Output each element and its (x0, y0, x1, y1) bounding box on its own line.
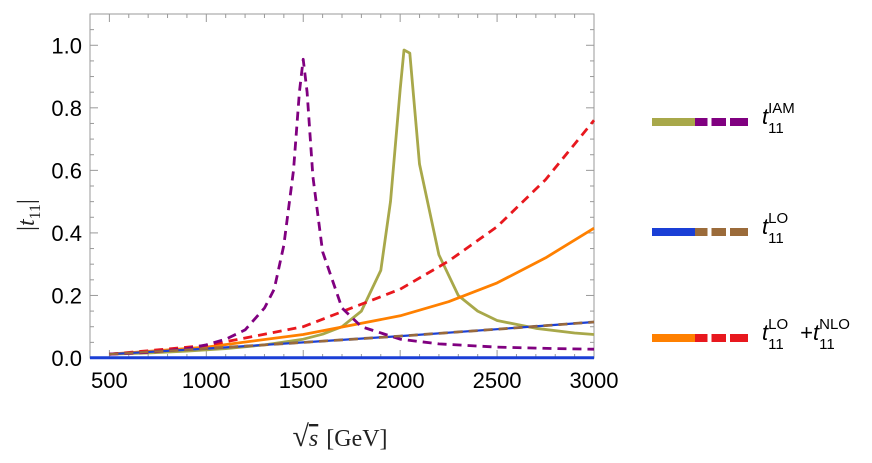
x-tick-label: 2500 (473, 368, 522, 393)
x-tick-label: 2000 (376, 368, 425, 393)
legend-label-lo: t LO 11 (762, 210, 789, 247)
x-tick-label: 3000 (570, 368, 619, 393)
y-tick-label: 0.6 (51, 158, 82, 183)
series-line (109, 119, 596, 356)
axis-ticks (89, 13, 595, 359)
y-tick-label: 0.4 (51, 221, 82, 246)
y-tick-label: 0.8 (51, 96, 82, 121)
x-tick-label: 500 (91, 368, 128, 393)
plot-frame (89, 13, 595, 359)
series-line-overlay (109, 320, 595, 356)
legend-item-iam: t IAM 11 (652, 100, 872, 144)
x-tick-label: 1000 (182, 368, 231, 393)
y-tick-label: 0.2 (51, 283, 82, 308)
y-axis-label: |t11| (14, 199, 44, 231)
legend-swatch-lo-nlo (652, 334, 748, 342)
legend-swatch-iam (652, 118, 748, 126)
x-axis-label: √s [GeV] (292, 420, 387, 453)
x-tick-label: 1500 (279, 368, 328, 393)
legend-item-lo: t LO 11 (652, 210, 872, 254)
series-line (109, 57, 595, 356)
legend-label-lo-nlo: t LO 11 +t NLO 11 (762, 316, 850, 353)
y-tick-label: 1.0 (51, 33, 82, 58)
series-line (109, 227, 595, 356)
tick-labels: 500 1000 1500 2000 2500 3000 0.0 0.2 0.4 0.6 0.8 1.… (51, 33, 618, 393)
legend-label-iam: t IAM 11 (762, 100, 795, 137)
legend-swatch-lo (652, 228, 748, 236)
y-tick-label: 0.0 (51, 346, 82, 371)
series-group (90, 48, 596, 360)
legend-item-lo-nlo: t LO 11 +t NLO 11 (652, 316, 872, 360)
